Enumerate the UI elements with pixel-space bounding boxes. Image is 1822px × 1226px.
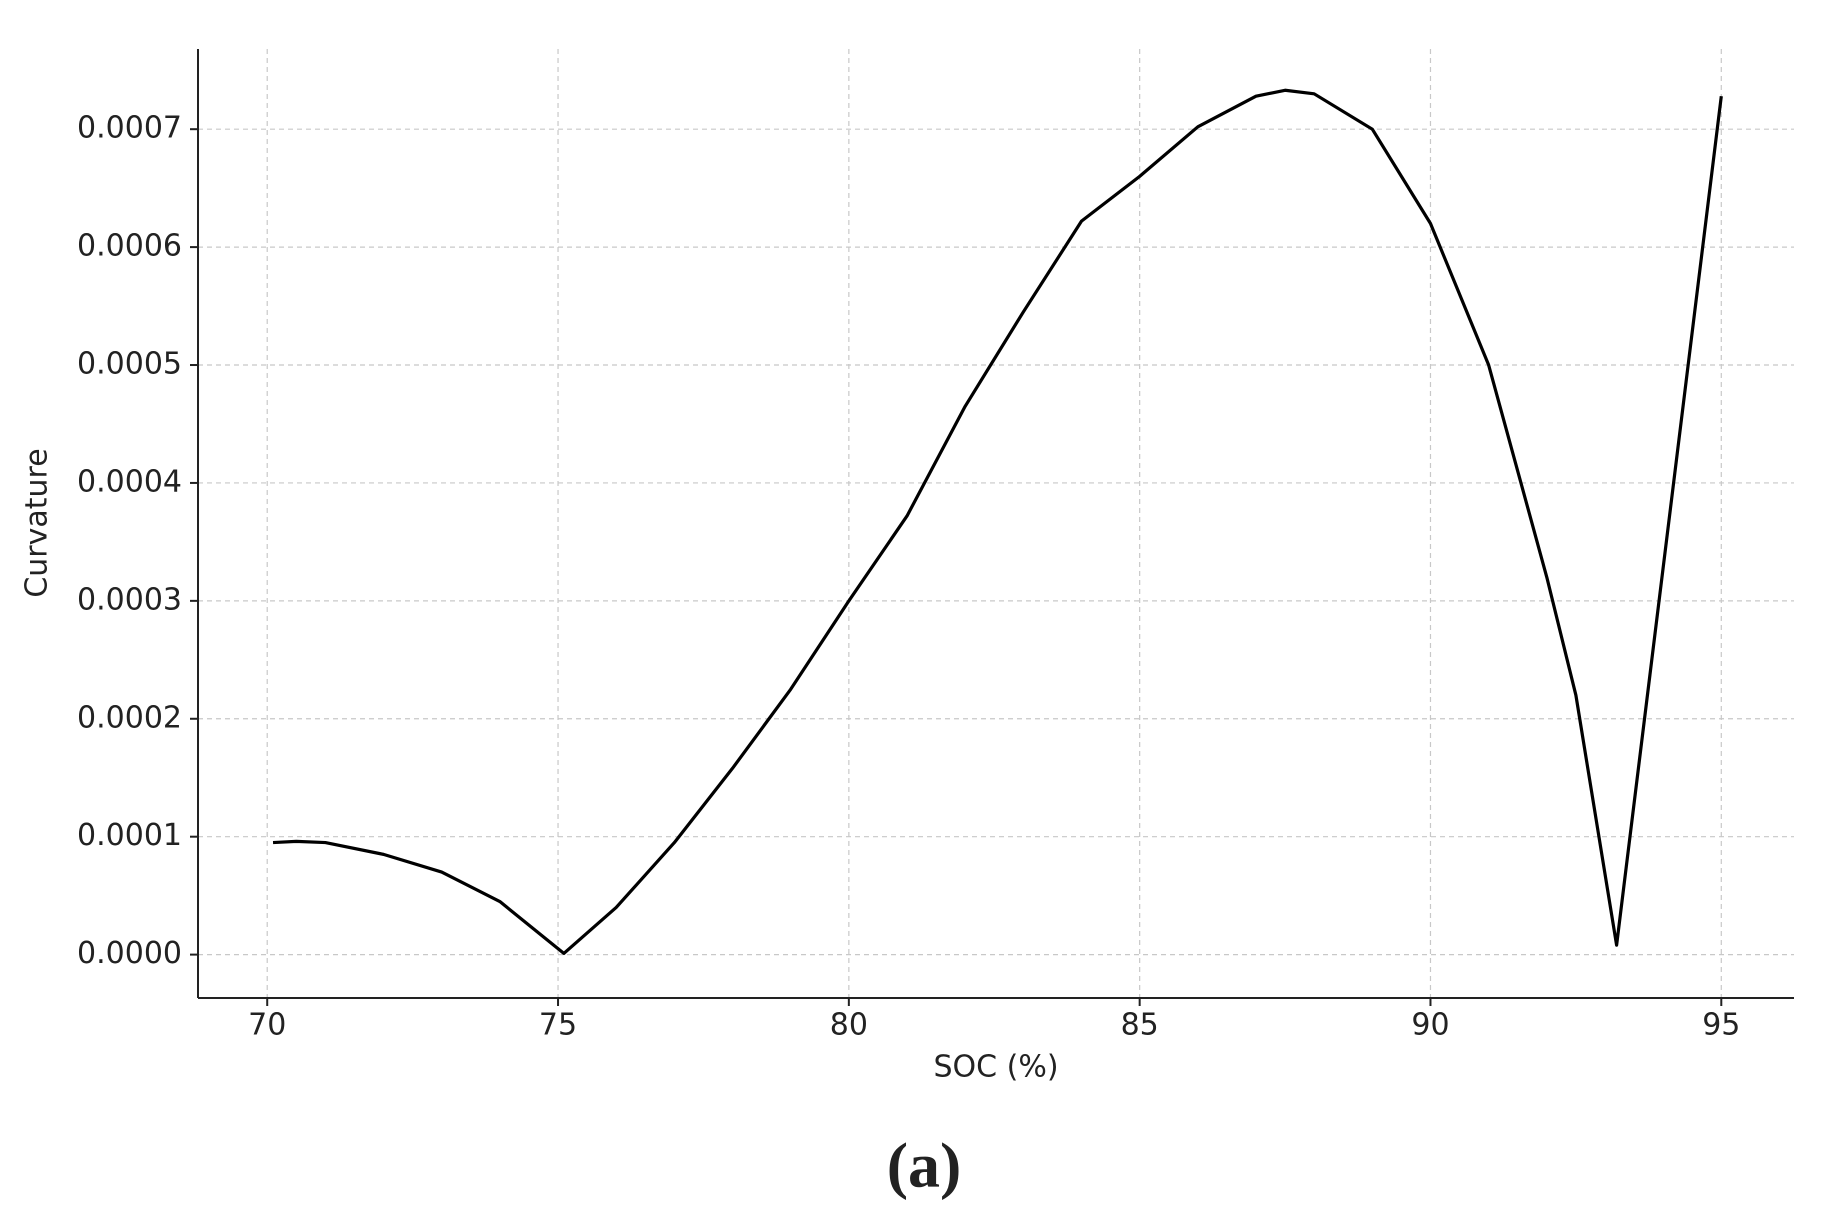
- y-tick-label: 0.0006: [77, 229, 182, 264]
- x-tick-label: 80: [830, 1008, 868, 1043]
- y-tick-label: 0.0002: [77, 700, 182, 735]
- y-tick-label: 0.0001: [77, 818, 182, 853]
- x-tick-label: 95: [1702, 1008, 1740, 1043]
- x-tick-label: 75: [539, 1008, 577, 1043]
- y-axis-label: Curvature: [20, 448, 55, 597]
- x-tick-label: 85: [1121, 1008, 1159, 1043]
- x-tick-label: 90: [1411, 1008, 1449, 1043]
- line: [272, 88, 1723, 956]
- y-tick-label: 0.0005: [77, 347, 182, 382]
- y-tick-label: 0.0007: [77, 111, 182, 146]
- y-tick-label: 0.0000: [77, 936, 182, 971]
- y-tick-label: 0.0004: [77, 464, 182, 499]
- caption: (a): [887, 1130, 962, 1201]
- y-tick-label: 0.0003: [77, 582, 182, 617]
- x-axis-label: SOC (%): [933, 1050, 1058, 1085]
- x-tick-label: 70: [248, 1008, 286, 1043]
